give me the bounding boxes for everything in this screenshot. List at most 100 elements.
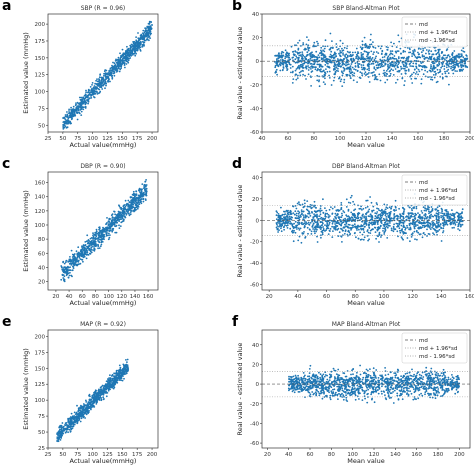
scatter-point: [310, 85, 312, 87]
scatter-point: [367, 65, 370, 67]
scatter-point: [411, 73, 413, 76]
scatter-point: [90, 251, 93, 254]
scatter-point: [389, 222, 391, 224]
scatter-point: [348, 227, 350, 229]
scatter-point: [102, 80, 105, 82]
scatter-point: [77, 107, 80, 110]
scatter-point: [320, 226, 323, 229]
scatter-point: [124, 216, 127, 219]
scatter-point: [356, 229, 358, 231]
scatter-point: [406, 224, 408, 227]
scatter-point: [279, 61, 282, 64]
scatter-point: [424, 222, 426, 225]
scatter-point: [410, 78, 413, 80]
scatter-point: [409, 51, 412, 54]
scatter-point: [277, 231, 279, 233]
scatter-point: [435, 60, 438, 63]
scatter-point: [413, 68, 416, 71]
scatter-point: [109, 227, 112, 230]
scatter-point: [137, 204, 139, 207]
x-axis-label: Actual value(mmHg): [70, 299, 137, 307]
scatter-point: [82, 246, 85, 249]
scatter-point: [147, 36, 149, 39]
y-tick-label: -20: [250, 83, 259, 89]
y-tick-label: 160: [35, 181, 46, 187]
scatter-point: [379, 79, 382, 82]
scatter-point: [359, 46, 362, 48]
scatter-point: [384, 81, 387, 84]
scatter-point: [284, 213, 287, 216]
scatter-point: [68, 108, 70, 111]
scatter-point: [92, 232, 94, 235]
scatter-point: [125, 210, 128, 213]
scatter-point: [328, 208, 331, 211]
scatter-point: [373, 59, 376, 61]
scatter-point: [342, 210, 345, 212]
scatter-point: [100, 229, 103, 232]
scatter-point: [373, 226, 376, 229]
scatter-point: [302, 59, 304, 61]
scatter-point: [433, 57, 436, 59]
scatter-point: [352, 79, 355, 82]
scatter-point: [416, 224, 419, 227]
scatter-point: [337, 48, 340, 50]
scatter-point: [123, 377, 125, 380]
scatter-point: [304, 214, 307, 217]
scatter-point: [132, 197, 135, 199]
scatter-point: [281, 69, 284, 72]
scatter-point: [334, 228, 337, 231]
scatter-point: [379, 66, 382, 69]
scatter-point: [448, 55, 451, 58]
scatter-point: [405, 232, 407, 235]
scatter-point: [386, 226, 389, 229]
scatter-point: [372, 53, 375, 55]
scatter-point: [281, 222, 284, 225]
scatter-point: [296, 51, 299, 54]
scatter-point: [123, 62, 126, 64]
scatter-point: [377, 52, 380, 54]
scatter-point: [288, 215, 291, 218]
scatter-point: [361, 228, 364, 230]
scatter-point: [125, 63, 128, 65]
scatter-point: [109, 234, 111, 237]
scatter-point: [419, 64, 422, 67]
scatter-point: [329, 61, 331, 64]
scatter-point: [355, 53, 358, 56]
scatter-point: [453, 66, 456, 69]
scatter-point: [292, 53, 295, 56]
scatter-point: [103, 229, 105, 232]
scatter-point: [139, 201, 142, 204]
scatter-point: [91, 82, 94, 84]
scatter-point: [107, 72, 109, 74]
scatter-point: [459, 53, 461, 55]
scatter-point: [378, 217, 381, 220]
scatter-point: [104, 87, 106, 90]
scatter-point: [107, 77, 110, 80]
scatter-point: [436, 68, 439, 71]
scatter-point: [123, 64, 126, 66]
scatter-point: [136, 207, 139, 210]
scatter-point: [382, 65, 385, 67]
scatter-point: [386, 58, 389, 61]
scatter-point: [76, 264, 79, 267]
scatter-point: [135, 44, 137, 46]
y-axis-label: Estimated value (mmHg): [22, 190, 30, 271]
scatter-point: [145, 192, 148, 195]
scatter-point: [119, 52, 121, 55]
scatter-point: [86, 99, 88, 101]
scatter-point: [410, 236, 413, 238]
scatter-point: [438, 48, 441, 51]
scatter-point: [387, 216, 390, 219]
scatter-point: [129, 57, 132, 59]
scatter-point: [316, 226, 319, 228]
scatter-point: [445, 209, 447, 212]
scatter-point: [130, 43, 133, 46]
scatter-point: [322, 54, 325, 57]
scatter-point: [142, 29, 145, 32]
scatter-point: [114, 213, 116, 216]
scatter-point: [340, 216, 343, 219]
scatter-point: [98, 91, 101, 94]
scatter-point: [321, 233, 324, 236]
scatter-point: [287, 213, 290, 216]
scatter-point: [399, 231, 402, 234]
